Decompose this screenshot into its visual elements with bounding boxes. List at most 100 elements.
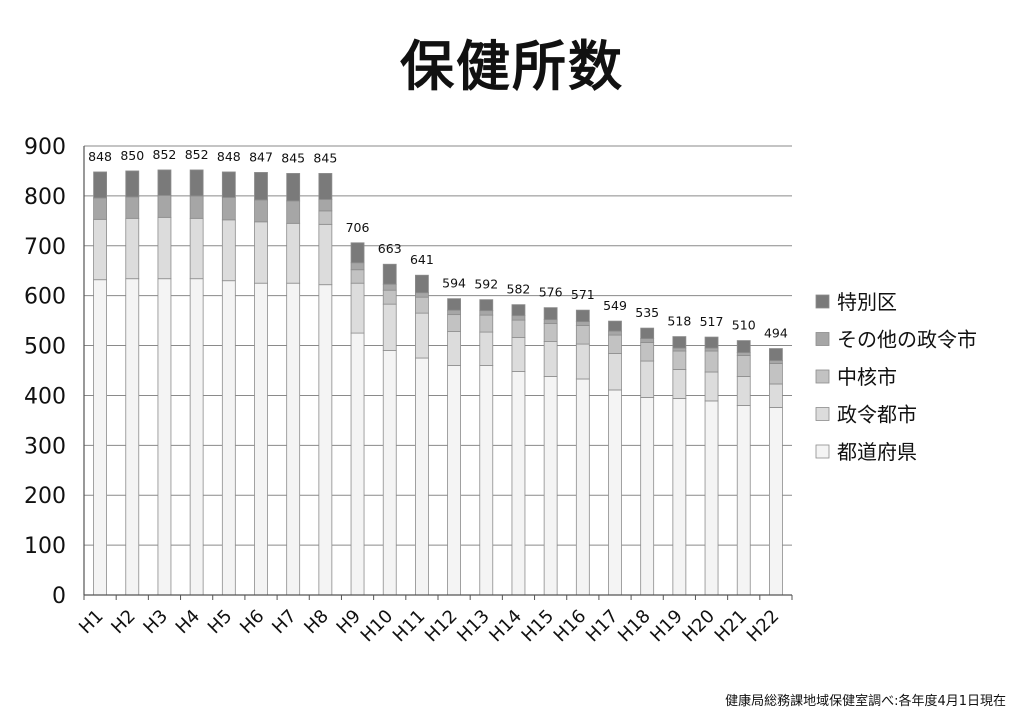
bar-segment bbox=[93, 171, 107, 199]
bar-segment bbox=[575, 321, 590, 326]
total-label: 518 bbox=[667, 314, 691, 329]
bar-segment bbox=[382, 289, 397, 305]
bar-segment bbox=[382, 283, 397, 291]
bar-segment bbox=[382, 350, 397, 596]
bar-segment bbox=[93, 197, 107, 220]
bar-segment bbox=[769, 360, 783, 364]
bar-segment bbox=[350, 262, 365, 271]
x-tick-label: H22 bbox=[743, 606, 784, 647]
bar-segment bbox=[543, 341, 558, 377]
bar-segment bbox=[575, 343, 590, 380]
bar-segment bbox=[736, 340, 751, 353]
bar-segment bbox=[350, 269, 365, 284]
y-tick-label: 200 bbox=[24, 484, 66, 509]
y-tick-label: 100 bbox=[24, 534, 66, 559]
bar-segment bbox=[511, 304, 526, 317]
x-tick-label: H1 bbox=[75, 606, 108, 639]
x-tick-label: H15 bbox=[518, 606, 559, 647]
total-label: 845 bbox=[281, 150, 305, 165]
bar-segment bbox=[769, 348, 783, 361]
legend-label: 都道府県 bbox=[837, 440, 917, 464]
bar-segment bbox=[608, 330, 622, 336]
bar-segment bbox=[221, 196, 236, 221]
bar-segment bbox=[640, 397, 655, 596]
x-tick-label: H5 bbox=[204, 606, 237, 639]
total-label: 576 bbox=[539, 285, 563, 300]
x-tick-label: H16 bbox=[550, 606, 591, 647]
total-label: 663 bbox=[378, 241, 402, 256]
y-axis-ticks: 0 100 200 300 400 500 600 700 800 900 bbox=[24, 135, 66, 609]
bar-segment bbox=[608, 320, 622, 332]
bar-segment bbox=[608, 353, 622, 391]
y-tick-label: 300 bbox=[24, 434, 66, 459]
x-tick-label: H11 bbox=[389, 606, 430, 647]
y-tick-label: 400 bbox=[24, 384, 66, 409]
bar-segment bbox=[769, 383, 783, 408]
bar-segment bbox=[415, 312, 429, 359]
bar-segment bbox=[125, 196, 140, 219]
bar-segment bbox=[672, 347, 687, 352]
bar-segment bbox=[736, 405, 751, 596]
total-label: 852 bbox=[185, 147, 209, 162]
x-tick-label: H19 bbox=[646, 606, 687, 647]
legend-swatch bbox=[815, 332, 830, 346]
legend-label: 政令都市 bbox=[837, 403, 917, 427]
bar-segment bbox=[189, 169, 204, 197]
bar-segment bbox=[382, 303, 397, 351]
total-label: 848 bbox=[217, 149, 241, 164]
x-tick-label: H20 bbox=[678, 606, 719, 647]
y-tick-label: 900 bbox=[24, 135, 66, 160]
legend-label: 中核市 bbox=[837, 365, 897, 389]
bar-segment bbox=[286, 200, 301, 224]
bar-segment bbox=[543, 319, 558, 325]
bar-segment bbox=[447, 309, 461, 316]
x-tick-label: H6 bbox=[236, 606, 269, 639]
bar-segment bbox=[350, 282, 365, 334]
bar-segment bbox=[736, 352, 751, 356]
total-label: 592 bbox=[474, 277, 498, 292]
bar-segment bbox=[543, 307, 558, 321]
legend-swatch bbox=[815, 444, 830, 459]
total-label: 582 bbox=[507, 282, 531, 297]
bar-segment bbox=[575, 325, 590, 345]
bar-segment bbox=[125, 278, 140, 596]
bar-segment bbox=[93, 279, 107, 596]
bar-segment bbox=[157, 278, 172, 596]
legend-swatch bbox=[815, 369, 830, 384]
legend-swatch bbox=[815, 294, 830, 309]
axes bbox=[83, 146, 793, 600]
bar-segment bbox=[157, 216, 172, 280]
bar-segment bbox=[608, 334, 622, 354]
bar-segment bbox=[286, 282, 301, 596]
bar-segment bbox=[318, 223, 333, 286]
bar-segment bbox=[704, 350, 719, 373]
bar-segment bbox=[415, 274, 429, 294]
bar-segment bbox=[769, 363, 783, 385]
y-tick-label: 800 bbox=[24, 185, 66, 210]
x-tick-label: H7 bbox=[268, 606, 301, 639]
total-label: 845 bbox=[313, 150, 337, 165]
bar-segment bbox=[672, 369, 687, 399]
bar-segment bbox=[221, 219, 236, 282]
bar-segment bbox=[221, 171, 236, 198]
bar-segment bbox=[479, 331, 494, 366]
x-tick-label: H14 bbox=[485, 606, 526, 647]
bar-segment bbox=[447, 314, 461, 332]
bar-segment bbox=[736, 355, 751, 377]
bar-segment bbox=[189, 217, 204, 280]
bar-segment bbox=[672, 398, 687, 596]
y-tick-label: 0 bbox=[52, 584, 66, 609]
bar-segment bbox=[447, 365, 461, 596]
total-label: 494 bbox=[764, 326, 788, 341]
bar-segment bbox=[254, 199, 268, 223]
bar-segment bbox=[447, 331, 461, 366]
page-title: 保健所数 bbox=[400, 35, 624, 98]
bar-segment bbox=[318, 198, 333, 212]
y-tick-label: 600 bbox=[24, 285, 66, 310]
x-tick-label: H4 bbox=[172, 606, 205, 639]
bar-segment bbox=[479, 314, 494, 333]
x-tick-label: H18 bbox=[614, 606, 655, 647]
bar-segment bbox=[575, 309, 590, 323]
bar-segment bbox=[511, 371, 526, 596]
